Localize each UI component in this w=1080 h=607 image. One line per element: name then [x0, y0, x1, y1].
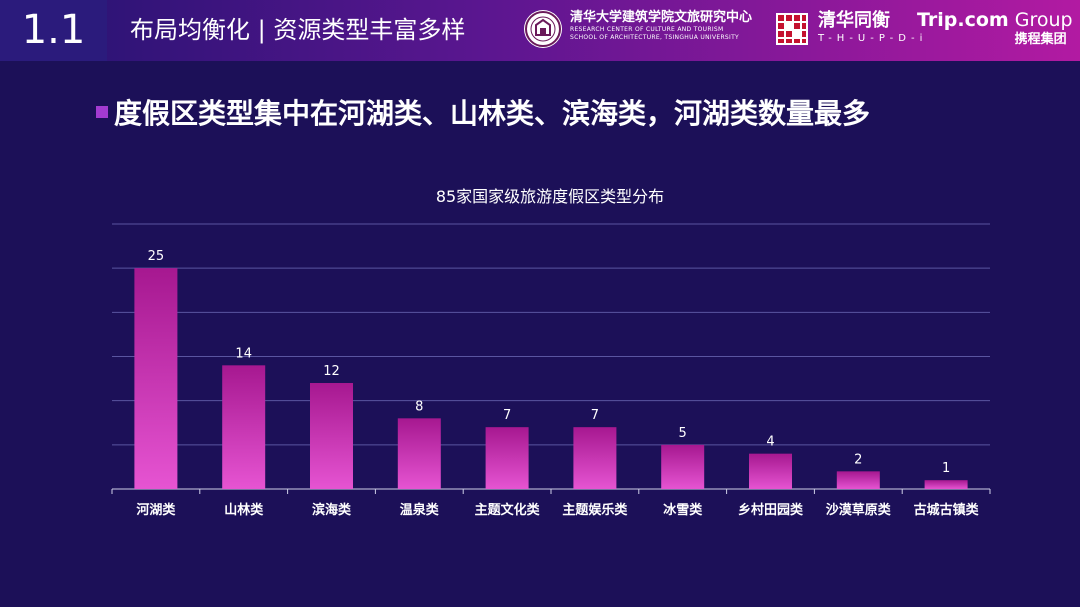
category-label: 温泉类 [400, 502, 440, 518]
bar [661, 444, 705, 489]
institute-logo-text: 清华大学建筑学院文旅研究中心 RESEARCH CENTER OF CULTUR… [570, 10, 752, 42]
category-label: 冰雪类 [663, 502, 703, 518]
bar [836, 471, 880, 489]
section-number: 1.1 [0, 0, 107, 61]
bar-value-label: 25 [148, 249, 165, 264]
bar [924, 480, 968, 489]
bar [749, 453, 792, 489]
category-label: 河湖类 [136, 502, 176, 518]
trip-com-logo: Trip.com Group 携程集团 [917, 8, 1073, 48]
bar-value-label: 12 [323, 364, 340, 379]
trip-logo-light: Group [1008, 9, 1073, 31]
category-label: 主题文化类 [475, 502, 541, 518]
chart-title: 85家国家级旅游度假区类型分布 [436, 187, 664, 206]
tsinghua-seal-logo [524, 10, 562, 48]
headline-text: 度假区类型集中在河湖类、山林类、滨海类，河湖类数量最多 [114, 97, 871, 130]
category-label: 古城古镇类 [914, 502, 980, 518]
trip-logo-bold: Trip.com [917, 9, 1009, 31]
institute-name-cn: 清华大学建筑学院文旅研究中心 [570, 10, 753, 25]
bar-value-label: 4 [766, 435, 774, 450]
bar-value-label: 8 [415, 399, 423, 414]
bar [222, 365, 266, 489]
bar-value-label: 14 [235, 346, 252, 361]
bar-value-label: 7 [591, 408, 599, 423]
category-label: 乡村田园类 [738, 502, 804, 518]
thupdi-grid-logo [776, 13, 808, 45]
bullet-square-icon [96, 106, 108, 118]
institute-name-en-1: RESEARCH CENTER OF CULTURE AND TOURISM [570, 26, 724, 33]
category-label: 山林类 [224, 502, 264, 518]
bar-value-label: 5 [679, 426, 687, 441]
bar [397, 418, 441, 489]
bar [310, 383, 353, 489]
bar [573, 427, 617, 489]
header-bar: 1.1 布局均衡化 | 资源类型丰富多样 清华大学建筑学院文旅研究中心 RESE… [0, 0, 1080, 61]
thupdi-name-en: T-H-U-P-D-i [818, 33, 928, 44]
bar-value-label: 1 [942, 461, 950, 476]
category-label: 主题娱乐类 [562, 502, 628, 518]
bar-value-label: 2 [854, 452, 862, 467]
category-label: 滨海类 [312, 502, 352, 518]
section-title: 布局均衡化 | 资源类型丰富多样 [130, 16, 466, 44]
bar [485, 427, 529, 489]
headline: 度假区类型集中在河湖类、山林类、滨海类，河湖类数量最多 [96, 92, 870, 132]
category-label: 沙漠草原类 [826, 502, 892, 518]
bar [134, 268, 178, 489]
thupdi-logo-text: 清华同衡 T-H-U-P-D-i [818, 10, 927, 46]
trip-logo-en: Trip.com Group [917, 8, 1073, 32]
institute-name-en-2: SCHOOL OF ARCHITECTURE, TSINGHUA UNIVERS… [570, 34, 740, 41]
bar-value-label: 7 [503, 408, 511, 423]
trip-logo-cn: 携程集团 [1014, 32, 1067, 47]
thupdi-name-cn: 清华同衡 [818, 10, 890, 31]
